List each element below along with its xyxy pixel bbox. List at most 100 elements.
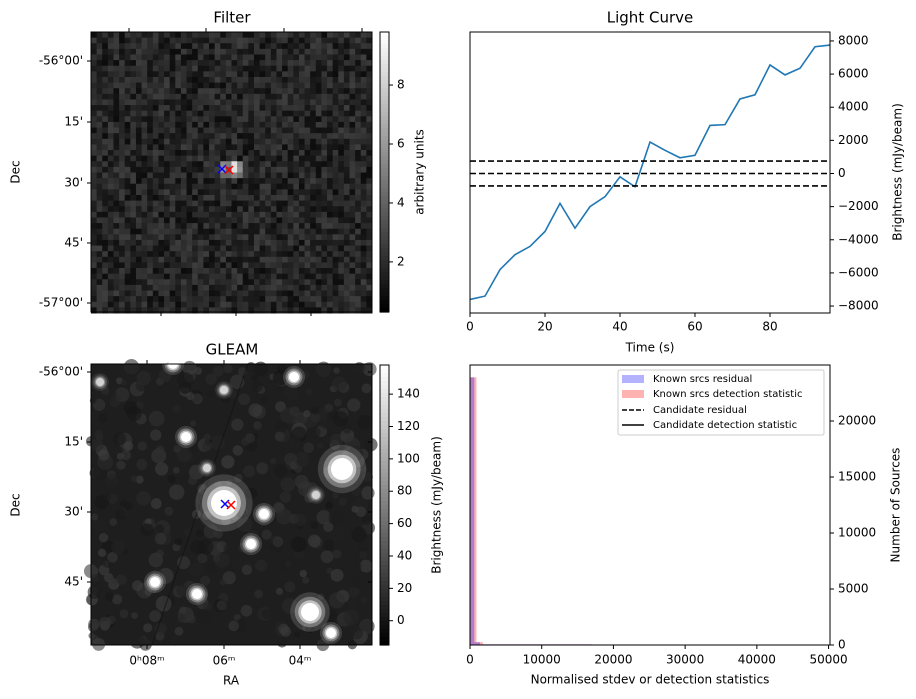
pixel [164,217,171,224]
pixel [107,189,114,196]
pixel [164,116,171,123]
noise-blob [131,612,138,619]
pixel [124,65,131,72]
pixel [237,121,244,129]
pixel [96,99,103,106]
pixel [180,116,188,123]
pixel [158,166,165,173]
pixel [225,290,232,297]
pixel [102,273,109,280]
pixel [321,155,328,162]
pixel [158,71,165,78]
pixel [282,82,289,89]
pixel [321,206,328,213]
pixel [124,239,131,247]
pixel [242,262,249,269]
pixel [298,279,306,286]
pixel [107,110,114,117]
pixel [192,32,199,39]
pixel [343,161,351,168]
pixel [338,121,345,129]
colorbar-strip [380,236,389,241]
pixel [270,279,277,286]
pixel [253,121,261,129]
pixel [107,133,114,140]
pixel [332,284,339,292]
noise-blob [186,392,195,401]
pixel [259,217,266,224]
pixel [265,245,272,252]
noise-blob [206,563,216,573]
pixel [119,273,126,280]
colorbar-strip [380,517,389,522]
colorbar-strip [380,513,389,518]
pixel [209,138,216,145]
pixel [164,133,171,140]
pixel [237,189,244,196]
pixel [327,76,334,84]
pixel [135,166,143,173]
pixel [91,99,98,106]
colorbar-strip [380,76,389,81]
pixel [203,127,210,134]
pixel [242,290,249,297]
pixel [91,138,98,145]
pixel [102,54,109,61]
pixel [169,251,176,258]
pixel [366,200,373,207]
pixel [180,245,188,252]
pixel [141,150,148,157]
pixel [298,48,306,55]
pixel [355,284,362,292]
pixel [343,256,351,263]
noise-blob [143,623,153,633]
pixel [130,234,137,241]
pixel [214,228,221,235]
pixel [141,76,148,84]
pixel [293,217,300,224]
pixel [259,99,266,106]
pixel [276,133,283,140]
pixel [186,37,193,44]
pixel [102,161,109,168]
pixel [203,228,210,235]
pixel [304,200,311,207]
noise-blob [359,559,373,573]
pixel [253,105,261,112]
pixel [220,88,227,95]
pixel [282,172,289,179]
colorbar-strip [380,240,389,245]
pixel [147,48,154,55]
pixel [124,217,131,224]
pixel [124,206,131,213]
pixel [276,144,283,151]
pixel [237,76,244,84]
pixel [293,239,300,247]
pixel [119,138,126,145]
x-tick-label: 06ᵐ [213,654,236,668]
colorbar-strip [380,441,389,446]
pixel [237,133,244,140]
pixel [147,223,154,230]
pixel [124,262,131,269]
pixel [158,183,165,190]
pixel [164,268,171,275]
source-glow [259,509,269,519]
x-tick-label: 0 [466,320,474,334]
pixel [343,234,351,241]
noise-blob [116,574,128,585]
pixel [180,262,188,269]
pixel [293,296,300,303]
colorbar-strip [380,164,389,169]
pixel [169,301,176,308]
pixel [282,251,289,258]
noise-blob [255,559,268,572]
pixel [119,223,126,230]
pixel [327,110,334,117]
pixel [270,93,277,100]
pixel [253,251,261,258]
pixel [282,155,289,162]
pixel [169,273,176,280]
pixel [343,138,351,145]
pixel [220,279,227,286]
